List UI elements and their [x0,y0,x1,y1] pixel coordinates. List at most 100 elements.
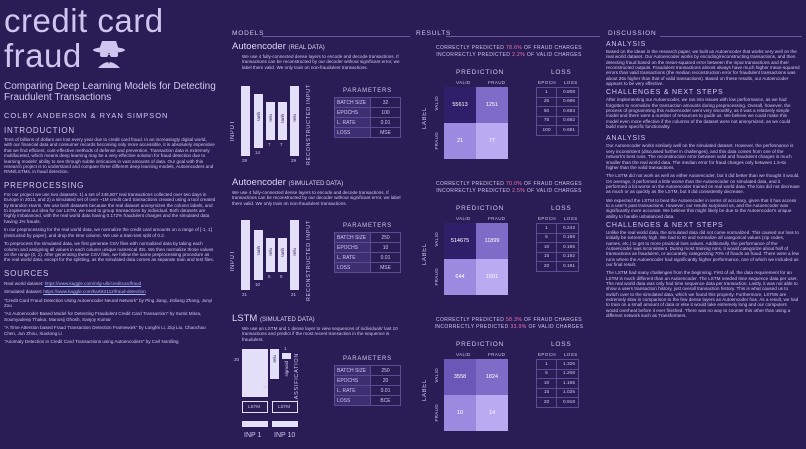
preprocessing-text-1: For our project we use two datasets: 1) … [4,191,216,224]
param-key: BATCH SIZE [334,232,371,243]
col-valid-label: VALID [456,80,471,85]
model-3-params-table: BATCH SIZE 250 EPOCHS 20 L. RATE 0.01 LOSS B… [334,365,401,406]
loss-row: 20 0.918 [536,397,579,408]
param-row: EPOCHS 20 [334,375,401,386]
model-1-params: PARAMETERS BATCH SIZE 32 EPOCHS 100 L. RAT… [334,88,401,138]
model-1-input-layer [241,86,250,156]
loss-table: 1 0.243 5 0.198 10 0.195 15 0.192 20 0.191 [536,223,579,272]
model-3-lstm-block [242,349,268,397]
model-1-title: Autoencoder (REAL DATA) [232,41,412,52]
loss-col-label: LOSS [564,80,578,85]
poster-title-line1: credit card [4,2,164,39]
loss-epoch: 15 [536,251,557,262]
loss-epoch: 1 [536,359,557,370]
model-2-size-l1: 10 [255,282,261,287]
loss-value: 0.693 [556,106,579,117]
model-1-size-output: 29 [291,158,297,163]
model-2-size-l3: 5 [280,274,283,279]
analysis-1-heading: ANALYSIS [606,41,647,48]
reference-4: "Anomaly Detection in Credit Card Transa… [4,338,179,344]
row-fraud-label: FRAUD [434,404,439,422]
loss-epoch: 20 [536,261,557,272]
model-3-lstm-label-10: LSTM [278,404,291,409]
model-1-architecture: INPUT tanh relu tanh relu 29 14 7 7 29 R… [228,80,338,166]
model-2-title: Autoencoder (SIMULATED DATA) [232,177,412,188]
param-row: L. RATE 0.01 [334,117,401,128]
param-value: MSE [370,127,401,138]
model-2-layer-2 [266,238,275,272]
loss-value: 0.692 [556,115,579,126]
model-2-desc: We use 4 fully-connected dense layers to… [232,190,401,206]
param-value: 0.01 [370,385,401,396]
param-value: 250 [370,232,401,243]
summary-text: INCORRECTLY PREDICTED [436,188,513,194]
param-value: 32 [370,97,401,108]
param-row: BATCH SIZE 250 [334,232,401,243]
model-3-size-20b: 20 [263,385,269,390]
loss-row: 5 0.198 [536,232,579,243]
challenges-1-text: After implementing our Autoencoder, we r… [606,97,791,130]
model-1-size-input: 29 [242,158,248,163]
challenges-2-text-b: The LSTM had many challenges from the be… [606,270,799,319]
param-row: BATCH SIZE 250 [334,365,401,376]
model-1-params-table: BATCH SIZE 32 EPOCHS 100 L. RATE 0.01 LOSS M… [334,97,401,138]
param-row: EPOCHS 10 [334,242,401,253]
param-key: LOSS [334,127,371,138]
loss-row: 5 1.208 [536,368,579,379]
source-real-link[interactable]: https://www.kaggle.com/mlg-ulb/creditcar… [44,280,142,286]
model-1-size-l1: 14 [255,150,261,155]
model-2-panel: Autoencoder (SIMULATED DATA) We use 4 fu… [232,177,412,206]
model-1-size-l3: 7 [280,142,283,147]
analysis-2-text: Our Autoencoder works similarly well on … [606,143,794,170]
discussion-column: ANALYSIS Based on the ideas in the resea… [606,38,804,449]
model-2-output-label: RECONSTRUCTED INPUT [306,220,312,302]
loss-epoch: 10 [536,242,557,253]
model-2-params-table: BATCH SIZE 250 EPOCHS 10 L. RATE 0.01 LOSS M… [334,232,401,273]
loss-col-label: LOSS [564,216,578,221]
prediction-heading: PREDICTION [456,69,505,76]
model-1-layer-3 [278,102,287,140]
param-row: LOSS MSE [334,262,401,273]
spy-icon [92,40,126,73]
preprocessing-text-3: To preprocess the simulated data, we fir… [4,241,214,263]
model-3-input-10 [272,421,298,427]
col-valid-label: VALID [456,352,471,357]
result-summary-2: INCORRECTLY PREDICTED 33.9% OF VALID CHA… [416,324,602,330]
source-sim-link[interactable]: https://www.kaggle.com/kartik2112/fraud-… [43,289,146,295]
challenges-1-heading: CHALLENGES & NEXT STEPS [606,89,724,97]
summary-text: OF VALID CHARGES [526,324,584,330]
model-3-params: PARAMETERS BATCH SIZE 250 EPOCHS 20 L. RAT… [334,356,401,406]
row-fraud-label: FRAUD [434,268,439,286]
prediction-heading: PREDICTION [456,341,505,348]
param-row: LOSS BCE [334,395,401,406]
cm-cell-true-valid: 3558 [444,359,476,395]
row-valid-label: VALID [434,232,439,247]
model-3-input-1 [242,421,268,427]
summary-text: OF FRAUD CHARGES [522,317,583,323]
param-row: BATCH SIZE 32 [334,97,401,108]
model-1-output-label: RECONSTRUCTED INPUT [306,84,312,166]
model-2-params-heading: PARAMETERS [343,223,392,229]
results-heading-rule [446,36,600,37]
result-2-panel: CORRECTLY PREDICTED 70.0% OF FRAUD CHARG… [416,177,602,305]
param-key: EPOCHS [334,242,371,253]
result-summary-1: CORRECTLY PREDICTED 78.6% OF FRAUD CHARG… [416,45,602,51]
param-key: EPOCHS [334,107,371,118]
model-1-params-heading: PARAMETERS [343,88,392,94]
loss-epoch: 1 [536,87,557,98]
loss-value: 1.165 [556,378,579,389]
param-key: L. RATE [334,117,371,128]
model-1-desc: We use 4 fully-connected dense layers to… [242,54,400,70]
param-key: EPOCHS [334,375,371,386]
loss-row: 1 1.326 [536,359,579,370]
summary-value: 58.3% [506,317,523,323]
epoch-col-label: EPOCH [538,216,557,221]
loss-row: 10 0.195 [536,242,579,253]
model-1-layer-2 [266,102,275,140]
param-row: EPOCHS 100 [334,107,401,118]
model-2-size-output: 21 [291,292,297,297]
label-heading: LABEL [422,379,428,402]
analysis-1-text: Based on the ideas in the research paper… [606,49,800,87]
reference-1: "Credit Card Fraud Detection Using Autoe… [4,297,213,308]
model-3-size-20a: 20 [234,357,240,362]
